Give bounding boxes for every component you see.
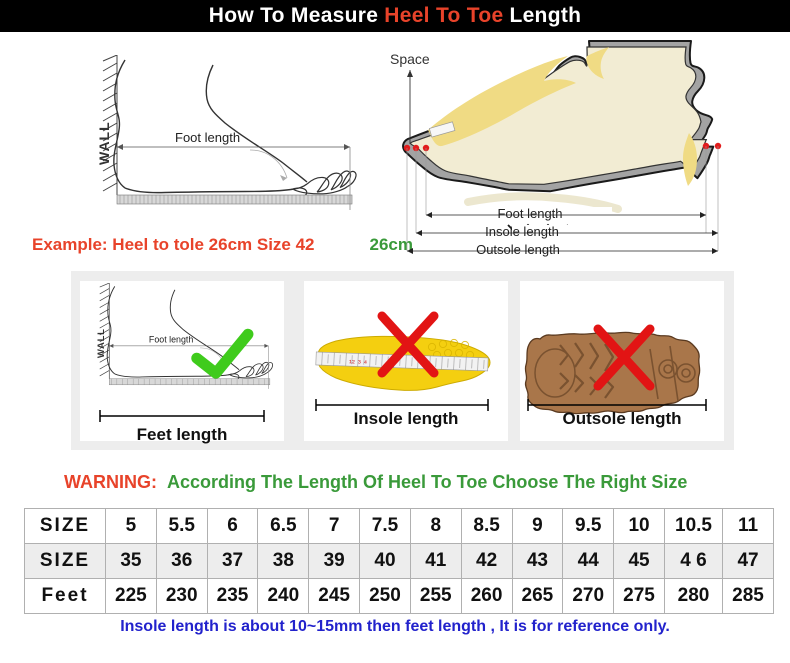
svg-text:Space: Space (390, 51, 430, 67)
svg-text:Foot length: Foot length (175, 130, 240, 145)
svg-text:Outsole length: Outsole length (476, 242, 560, 257)
svg-text:WALL: WALL (96, 328, 107, 358)
svg-text:12 3 4: 12 3 4 (349, 359, 367, 366)
svg-text:WALL: WALL (96, 121, 112, 165)
svg-text:Insole length: Insole length (485, 224, 559, 239)
svg-text:Foot length: Foot length (149, 334, 193, 344)
svg-text:Foot length: Foot length (497, 206, 562, 221)
